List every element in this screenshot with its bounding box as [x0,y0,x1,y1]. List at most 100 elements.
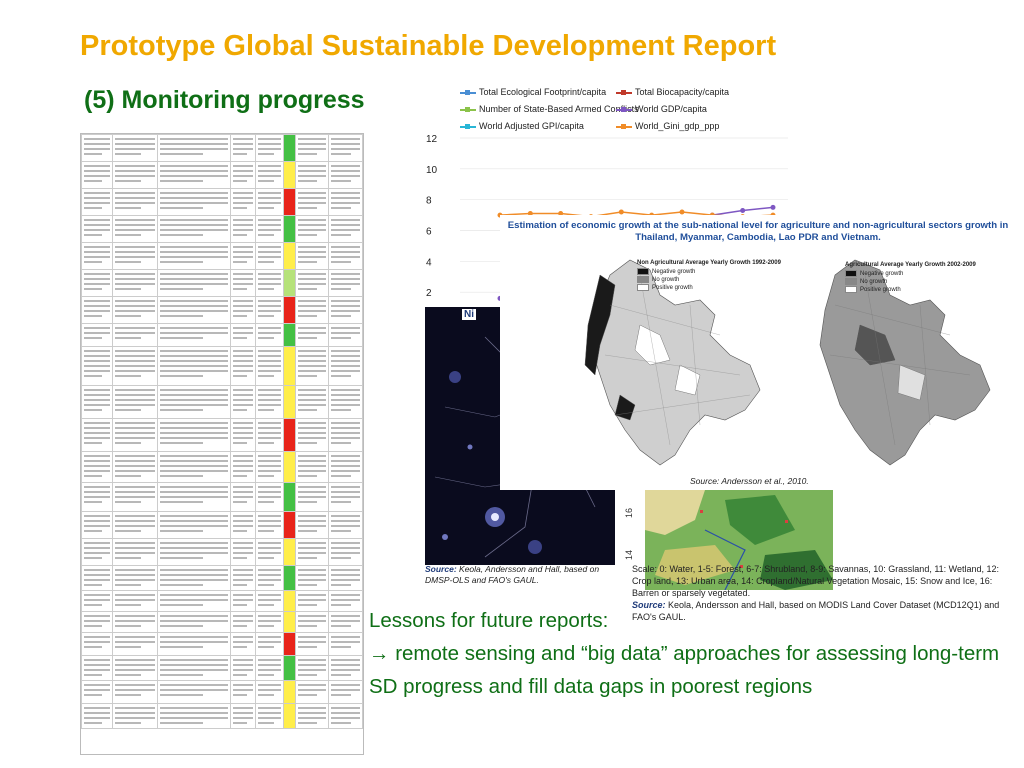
table-cell [81,346,113,386]
table-cell [156,346,231,386]
data-point [558,211,564,217]
legend-row: Negative growth [637,268,781,275]
table-row [81,134,363,162]
table-cell [283,269,296,297]
table-cell [229,269,257,297]
table-cell [283,161,296,189]
table-cell [156,161,231,189]
table-cell [328,161,363,189]
table-cell [294,418,330,452]
table-cell [294,632,330,656]
table-cell [81,323,113,347]
legend-swatch [616,106,632,112]
slide-subtitle: (5) Monitoring progress [84,86,365,114]
table-cell [111,703,158,729]
legend-item: World Adjusted GPI/capita [460,121,584,131]
table-cell [328,565,363,591]
legend-item: Number of State-Based Armed Conflicts [460,104,639,114]
y-tick-label: 8 [426,196,432,207]
table-cell [81,680,113,704]
table-cell [294,346,330,386]
table-row [81,703,363,729]
table-cell [283,703,296,729]
table-cell [156,511,231,539]
table-cell [283,296,296,324]
table-cell [283,680,296,704]
legend-item: World_Gini_gdp_ppp [616,121,719,131]
table-cell [111,418,158,452]
table-cell [81,482,113,512]
table-cell [111,655,158,681]
table-row [81,418,363,452]
table-cell [156,632,231,656]
table-cell [328,451,363,483]
legend-title: Agricultural Average Yearly Growth 2002-… [845,262,976,268]
table-cell [111,511,158,539]
legend-swatch [460,106,476,112]
data-point [679,209,685,215]
table-cell [255,538,285,566]
table-cell [283,242,296,270]
table-cell [156,451,231,483]
table-cell [255,611,285,633]
legend-swatch [616,89,632,95]
table-cell [294,269,330,297]
table-cell [156,482,231,512]
table-cell [229,565,257,591]
table-cell [111,680,158,704]
table-cell [294,655,330,681]
table-cell [156,296,231,324]
table-cell [328,632,363,656]
table-cell [229,703,257,729]
y-tick-label: 2 [426,288,432,299]
table-cell [328,385,363,419]
legend-swatch [637,276,649,283]
table-cell [294,188,330,216]
table-cell [328,323,363,347]
table-row [81,242,363,270]
table-cell [255,655,285,681]
table-cell [81,538,113,566]
table-cell [255,346,285,386]
legend-label: Total Biocapacity/capita [635,87,730,97]
table-cell [111,134,158,162]
table-row [81,511,363,539]
table-cell [156,611,231,633]
table-cell [294,385,330,419]
table-row [81,680,363,704]
table-cell [111,538,158,566]
table-cell [255,680,285,704]
table-cell [229,161,257,189]
table-cell [229,511,257,539]
legend-swatch [845,270,857,277]
table-cell [328,188,363,216]
table-cell [328,590,363,612]
progress-table [81,134,363,729]
table-cell [255,418,285,452]
data-point [740,207,746,213]
y-tick-label: 12 [426,134,438,145]
legend-title: Non Agricultural Average Yearly Growth 1… [637,260,781,266]
table-cell [81,188,113,216]
table-cell [328,134,363,162]
table-row [81,323,363,347]
table-cell [111,346,158,386]
table-cell [81,655,113,681]
table-cell [283,451,296,483]
table-cell [328,511,363,539]
table-cell [156,655,231,681]
table-cell [294,242,330,270]
table-cell [283,385,296,419]
table-row [81,215,363,243]
table-cell [156,680,231,704]
caption-source-text: Keola, Andersson and Hall, based on DMSP… [425,564,600,585]
table-cell [229,680,257,704]
table-cell [156,134,231,162]
table-row [81,632,363,656]
data-point [770,204,776,210]
table-cell [328,269,363,297]
table-row [81,161,363,189]
land-cover-scale: Scale: 0: Water, 1-5: Forest, 6-7: Shrub… [632,564,1000,598]
table-cell [111,451,158,483]
table-cell [294,538,330,566]
